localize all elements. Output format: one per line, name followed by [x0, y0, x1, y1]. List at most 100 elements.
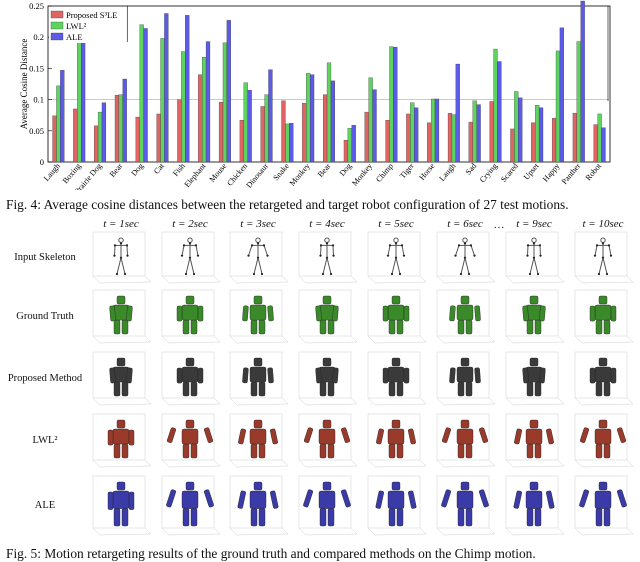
- x-tick-label: Dog: [338, 162, 354, 178]
- bar-lwl2-26: [597, 113, 602, 163]
- x-tick-label: Fish: [171, 162, 187, 178]
- bar-ale-11: [289, 123, 294, 163]
- row-label: LWL²: [32, 435, 58, 446]
- robot-pose-figure: [572, 230, 634, 286]
- bar-lwl2-10: [264, 94, 269, 163]
- bar-s3le-0: [52, 115, 57, 163]
- robot-pose-figure: [503, 412, 565, 470]
- bar-s3le-1: [73, 108, 78, 163]
- y-tick-label: 0.2: [33, 32, 44, 42]
- x-tick-label: Robot: [584, 161, 604, 182]
- legend-swatch: [50, 10, 64, 19]
- y-tick-label: 0.25: [29, 1, 44, 11]
- robot-pose-figure: [159, 474, 221, 538]
- robot-pose-figure: [159, 350, 221, 408]
- bar-s3le-26: [593, 124, 598, 163]
- x-tick-label: Dog: [129, 162, 145, 178]
- bar-lwl2-18: [430, 98, 436, 163]
- time-label: t = 6sec: [447, 218, 483, 230]
- bar-s3le-2: [94, 125, 99, 163]
- bar-ale-15: [372, 89, 377, 163]
- x-tick-label: Dinosaur: [244, 161, 270, 190]
- bar-lwl2-3: [118, 94, 123, 163]
- time-label: t = 3sec: [240, 218, 276, 230]
- robot-pose-figure: [572, 288, 634, 346]
- x-tick-label: Monkey: [288, 162, 312, 188]
- bar-ale-21: [497, 61, 502, 163]
- time-label: t = 9sec: [516, 218, 552, 230]
- robot-pose-figure: [434, 288, 496, 346]
- robot-pose-figure: [90, 474, 152, 538]
- bar-ale-18: [434, 98, 440, 163]
- bar-lwl2-12: [306, 73, 311, 163]
- x-tick-label: Panther: [560, 161, 583, 186]
- bar-lwl2-6: [181, 51, 186, 163]
- bar-ale-17: [414, 107, 419, 163]
- bar-lwl2-23: [535, 105, 540, 163]
- robot-pose-figure: [572, 474, 634, 538]
- robot-pose-figure: [296, 350, 358, 408]
- robot-pose-figure: [227, 230, 289, 286]
- x-tick-label: Snake: [271, 161, 291, 182]
- row-label: ALE: [34, 500, 56, 511]
- bar-s3le-18: [427, 122, 432, 163]
- bar-s3le-19: [447, 113, 453, 163]
- time-label: t = 5sec: [378, 218, 414, 230]
- bar-ale-7: [205, 41, 211, 163]
- robot-pose-figure: [434, 474, 496, 538]
- x-tick-label: Laugh: [42, 162, 62, 183]
- bar-s3le-13: [322, 94, 328, 163]
- robot-pose-figure: [227, 350, 289, 408]
- bar-s3le-10: [260, 106, 265, 163]
- bar-s3le-16: [385, 120, 390, 163]
- bar-s3le-12: [302, 103, 307, 163]
- bar-s3le-17: [406, 113, 411, 163]
- bar-lwl2-2: [97, 111, 103, 163]
- legend-swatch: [50, 21, 64, 30]
- bar-lwl2-4: [139, 24, 144, 163]
- bar-ale-25: [580, 0, 585, 163]
- robot-pose-figure: [365, 474, 427, 538]
- bar-lwl2-8: [222, 42, 228, 163]
- robot-pose-figure: [365, 350, 427, 408]
- bar-ale-26: [601, 127, 606, 163]
- bar-s3le-5: [156, 113, 161, 163]
- bar-ale-13: [330, 80, 336, 163]
- time-ellipsis: ···: [493, 222, 505, 234]
- bar-lwl2-11: [285, 123, 290, 163]
- x-tick-label: Laugh: [437, 162, 457, 183]
- bar-s3le-25: [572, 113, 577, 163]
- bar-s3le-24: [551, 118, 557, 163]
- y-tick-label: 0.1: [33, 95, 44, 105]
- bar-ale-0: [60, 70, 65, 163]
- row-label: Proposed Method: [7, 373, 83, 384]
- bar-lwl2-14: [347, 128, 352, 163]
- row-label: Ground Truth: [16, 311, 74, 322]
- bar-ale-22: [518, 97, 523, 163]
- robot-pose-figure: [90, 412, 152, 470]
- robot-pose-figure: [503, 474, 565, 538]
- bar-s3le-11: [281, 100, 286, 163]
- bar-ale-16: [393, 47, 398, 163]
- bar-lwl2-1: [77, 42, 82, 163]
- bar-ale-8: [226, 20, 231, 163]
- x-tick-label: Bear: [108, 161, 125, 179]
- robot-pose-figure: [227, 288, 289, 346]
- time-label: t = 2sec: [172, 218, 208, 230]
- x-tick-label: Chimp: [374, 162, 395, 184]
- bar-lwl2-0: [56, 85, 61, 163]
- robot-pose-figure: [365, 412, 427, 470]
- bar-lwl2-22: [514, 91, 519, 163]
- bar-lwl2-25: [576, 41, 581, 163]
- bar-lwl2-20: [472, 100, 477, 163]
- robot-pose-figure: [434, 350, 496, 408]
- bar-s3le-21: [489, 101, 494, 163]
- bar-s3le-9: [239, 120, 244, 163]
- robot-pose-figure: [503, 288, 565, 346]
- time-label: t = 10sec: [582, 218, 624, 230]
- legend-swatch: [50, 32, 64, 41]
- bar-ale-6: [185, 15, 190, 163]
- bar-s3le-14: [343, 140, 349, 163]
- robot-pose-figure: [296, 230, 358, 286]
- robot-pose-figure: [90, 288, 152, 346]
